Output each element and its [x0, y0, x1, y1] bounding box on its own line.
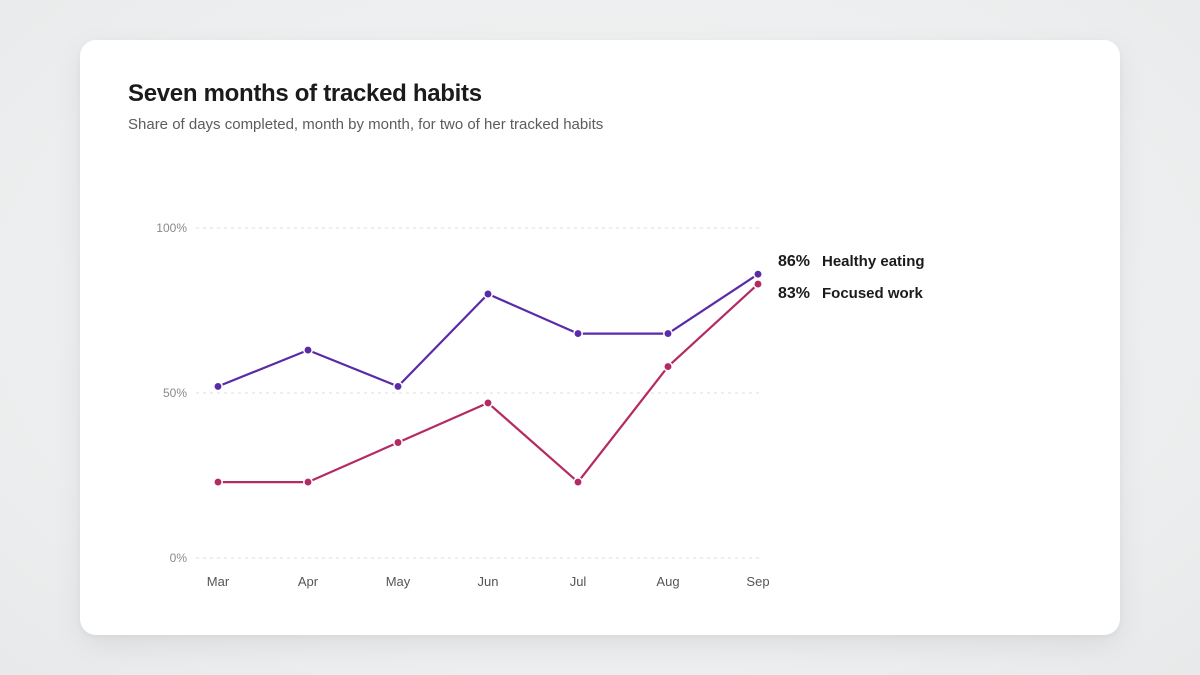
series-name-label: Healthy eating — [822, 253, 925, 270]
chart-title: Seven months of tracked habits — [128, 80, 482, 107]
x-axis-ticks: Mar Apr May Jun Jul Aug Sep — [207, 574, 770, 589]
x-tick-label: Mar — [207, 574, 230, 589]
x-tick-label: May — [386, 574, 411, 589]
y-tick-label: 100% — [156, 221, 187, 235]
data-point — [573, 328, 583, 339]
end-labels: 86% Healthy eating 83% Focused work — [778, 253, 925, 302]
x-tick-label: Sep — [746, 574, 769, 589]
x-tick-label: Apr — [298, 574, 319, 589]
data-point — [663, 328, 673, 339]
y-tick-label: 0% — [170, 551, 188, 565]
data-point — [213, 477, 223, 488]
grid-layer — [196, 227, 760, 559]
data-point — [663, 361, 673, 372]
chart-card: Seven months of tracked habits Share of … — [80, 40, 1120, 635]
series-layer — [213, 269, 763, 488]
y-axis-ticks: 0% 50% 100% — [156, 221, 187, 565]
series-healthy-eating — [213, 269, 763, 392]
data-point — [753, 279, 763, 290]
data-point — [213, 381, 223, 392]
data-point — [573, 477, 583, 488]
data-point — [483, 397, 493, 408]
x-tick-label: Aug — [656, 574, 679, 589]
x-tick-label: Jun — [478, 574, 499, 589]
chart-subtitle: Share of days completed, month by month,… — [128, 116, 604, 133]
data-point — [483, 289, 493, 299]
series-focused-work — [213, 279, 763, 488]
x-tick-label: Jul — [570, 574, 587, 589]
end-value-label: 83% — [778, 285, 810, 302]
line-chart: 0% 50% 100% Mar Apr May Jun Jul Aug Sep 86% Healt… — [156, 221, 925, 589]
data-point — [753, 269, 763, 280]
series-name-label: Focused work — [822, 285, 924, 302]
data-point — [303, 477, 313, 488]
end-value-label: 86% — [778, 253, 810, 270]
data-point — [303, 345, 313, 356]
data-point — [393, 437, 403, 448]
data-point — [393, 381, 403, 392]
y-tick-label: 50% — [163, 386, 187, 400]
series-line — [216, 283, 760, 484]
